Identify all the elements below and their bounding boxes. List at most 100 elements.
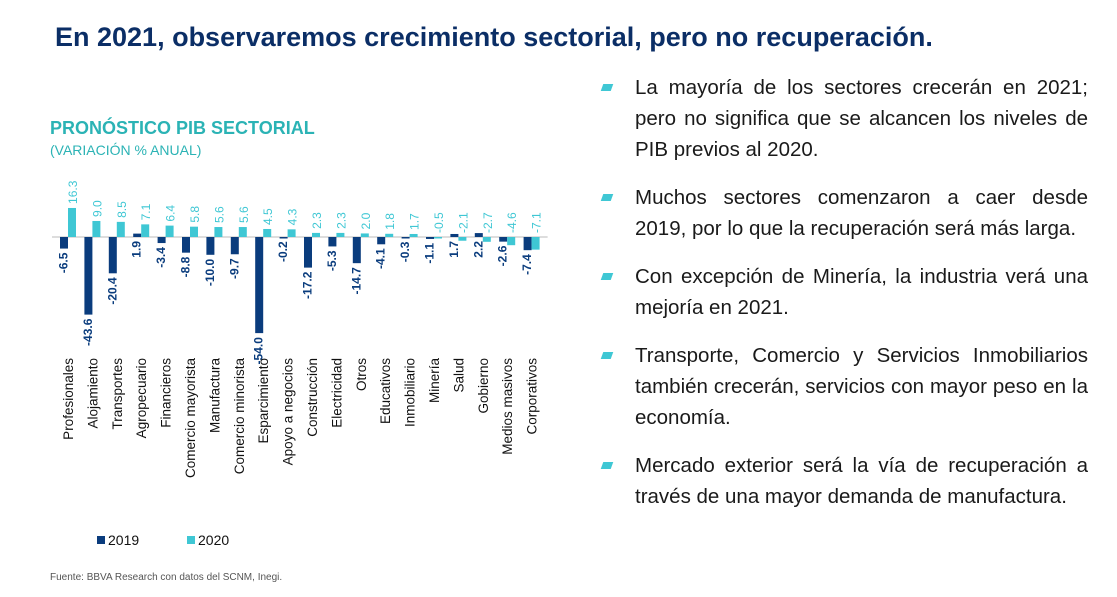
- bar-2020: [385, 233, 394, 237]
- bar-2019: [84, 237, 93, 315]
- category-label: Medios masivos: [500, 358, 515, 455]
- bar-2020: [434, 237, 442, 239]
- category-label: Transportes: [110, 358, 125, 430]
- data-label-2019: 1.7: [447, 241, 461, 258]
- bullet-item: Mercado exterior será la vía de recupera…: [598, 450, 1088, 512]
- slide-title: En 2021, observaremos crecimiento sector…: [55, 22, 933, 52]
- data-label-2019: -8.8: [179, 256, 193, 277]
- category-label: Financieros: [159, 358, 174, 428]
- bar-2019: [206, 237, 215, 255]
- data-label-2020: 5.6: [237, 206, 251, 223]
- bar-2020: [531, 237, 540, 250]
- bar-2019: [157, 237, 166, 244]
- data-label-2020: 2.3: [334, 212, 348, 229]
- category-label: Otros: [354, 358, 369, 391]
- data-label-2020: -4.6: [505, 212, 519, 233]
- bar-2019: [304, 237, 312, 268]
- bullet-text: Con excepción de Minería, la industria v…: [635, 265, 1088, 319]
- category-label: Gobierno: [476, 358, 491, 414]
- category-label: Minería: [427, 358, 442, 404]
- data-label-2019: -4.1: [374, 248, 388, 269]
- bullet-text: La mayoría de los sectores crecerán en 2…: [635, 76, 1088, 161]
- category-label: Manufactura: [207, 358, 222, 434]
- data-label-2020: 4.5: [261, 208, 275, 225]
- sector-gdp-bar-chart: 16.3 -6.5 Profesionales 9.0 -43.6 Alojamiento…: [52, 180, 548, 548]
- bullet-item: Muchos sectores comenzaron a caer desde …: [598, 182, 1088, 244]
- data-label-2020: -2.1: [456, 212, 470, 233]
- bar-2019: [182, 237, 190, 253]
- category-label: Comercio minorista: [232, 358, 247, 475]
- category-label: Esparcimiento: [256, 358, 271, 444]
- bullet-marker-icon: [600, 273, 614, 280]
- category-label: Profesionales: [61, 358, 76, 440]
- bar-2019: [523, 237, 532, 251]
- bar-2019: [377, 237, 386, 245]
- data-label-2019: -0.3: [398, 241, 412, 262]
- data-label-2020: 5.8: [188, 206, 202, 223]
- category-label: Salud: [451, 358, 466, 393]
- bar-2020: [165, 225, 174, 237]
- data-label-2019: -10.0: [203, 258, 217, 286]
- chart-subtitle: (VARIACIÓN % ANUAL): [50, 142, 202, 158]
- data-label-2020: 9.0: [90, 200, 104, 217]
- data-label-2019: -20.4: [105, 277, 119, 305]
- bar-2019: [328, 237, 337, 247]
- data-label-2020: 16.3: [66, 180, 80, 204]
- bar-2020: [482, 237, 491, 242]
- category-label: Construcción: [305, 358, 320, 437]
- bullet-item: Transporte, Comercio y Servicios Inmobil…: [598, 340, 1088, 433]
- category-label: Inmobiliario: [403, 358, 418, 427]
- bullet-marker-icon: [600, 352, 614, 359]
- bar-2019: [279, 237, 288, 239]
- bar-2020: [238, 227, 247, 237]
- bar-2019: [133, 233, 142, 237]
- legend-swatch-2019: [97, 536, 105, 544]
- data-label-2019: -43.6: [81, 318, 95, 346]
- data-label-2020: 5.6: [212, 206, 226, 223]
- bullet-text: Muchos sectores comenzaron a caer desde …: [635, 186, 1088, 240]
- bar-2019: [474, 233, 483, 237]
- bullet-marker-icon: [600, 84, 614, 91]
- data-label-2020: 2.3: [310, 212, 324, 229]
- bar-2019: [352, 237, 361, 264]
- bar-2020: [141, 224, 150, 237]
- bar-2019: [60, 237, 68, 249]
- bar-2019: [108, 237, 117, 274]
- data-label-2019: 2.2: [471, 241, 485, 258]
- data-label-2019: -9.7: [227, 258, 241, 279]
- bullet-item: Con excepción de Minería, la industria v…: [598, 261, 1088, 323]
- data-label-2019: -3.4: [154, 247, 168, 268]
- data-label-2020: -2.7: [481, 212, 495, 233]
- data-label-2020: -7.1: [530, 212, 544, 233]
- bar-2020: [214, 227, 223, 237]
- bar-2020: [68, 207, 76, 237]
- data-label-2019: -1.1: [423, 243, 437, 264]
- legend-swatch-2020: [187, 536, 195, 544]
- bullet-list: La mayoría de los sectores crecerán en 2…: [598, 72, 1088, 529]
- bullet-text: Transporte, Comercio y Servicios Inmobil…: [635, 344, 1088, 429]
- bar-2020: [92, 220, 101, 237]
- data-label-2020: 4.3: [286, 208, 300, 225]
- bar-2020: [190, 226, 198, 237]
- source-note: Fuente: BBVA Research con datos del SCNM…: [50, 572, 283, 583]
- data-label-2020: 1.8: [383, 213, 397, 230]
- data-label-2020: 6.4: [164, 205, 178, 222]
- bar-2020: [507, 237, 516, 246]
- data-label-2019: -2.6: [496, 245, 510, 266]
- bar-2020: [409, 233, 418, 237]
- category-label: Apoyo a negocios: [281, 358, 296, 466]
- data-label-2020: 7.1: [139, 203, 153, 220]
- data-label-2019: -17.2: [301, 271, 315, 299]
- category-label: Alojamiento: [85, 358, 100, 429]
- bar-2019: [401, 237, 410, 239]
- data-label-2020: 2.0: [359, 212, 373, 229]
- legend-label-2020: 2020: [198, 532, 229, 548]
- data-label-2019: -7.4: [520, 254, 534, 275]
- chart-title: PRONÓSTICO PIB SECTORIAL: [50, 118, 315, 138]
- bar-2020: [263, 228, 272, 237]
- bar-2020: [360, 233, 369, 237]
- bar-2020: [336, 232, 345, 237]
- data-label-2020: -0.5: [432, 212, 446, 233]
- bar-2019: [426, 237, 434, 239]
- bar-2019: [450, 233, 459, 237]
